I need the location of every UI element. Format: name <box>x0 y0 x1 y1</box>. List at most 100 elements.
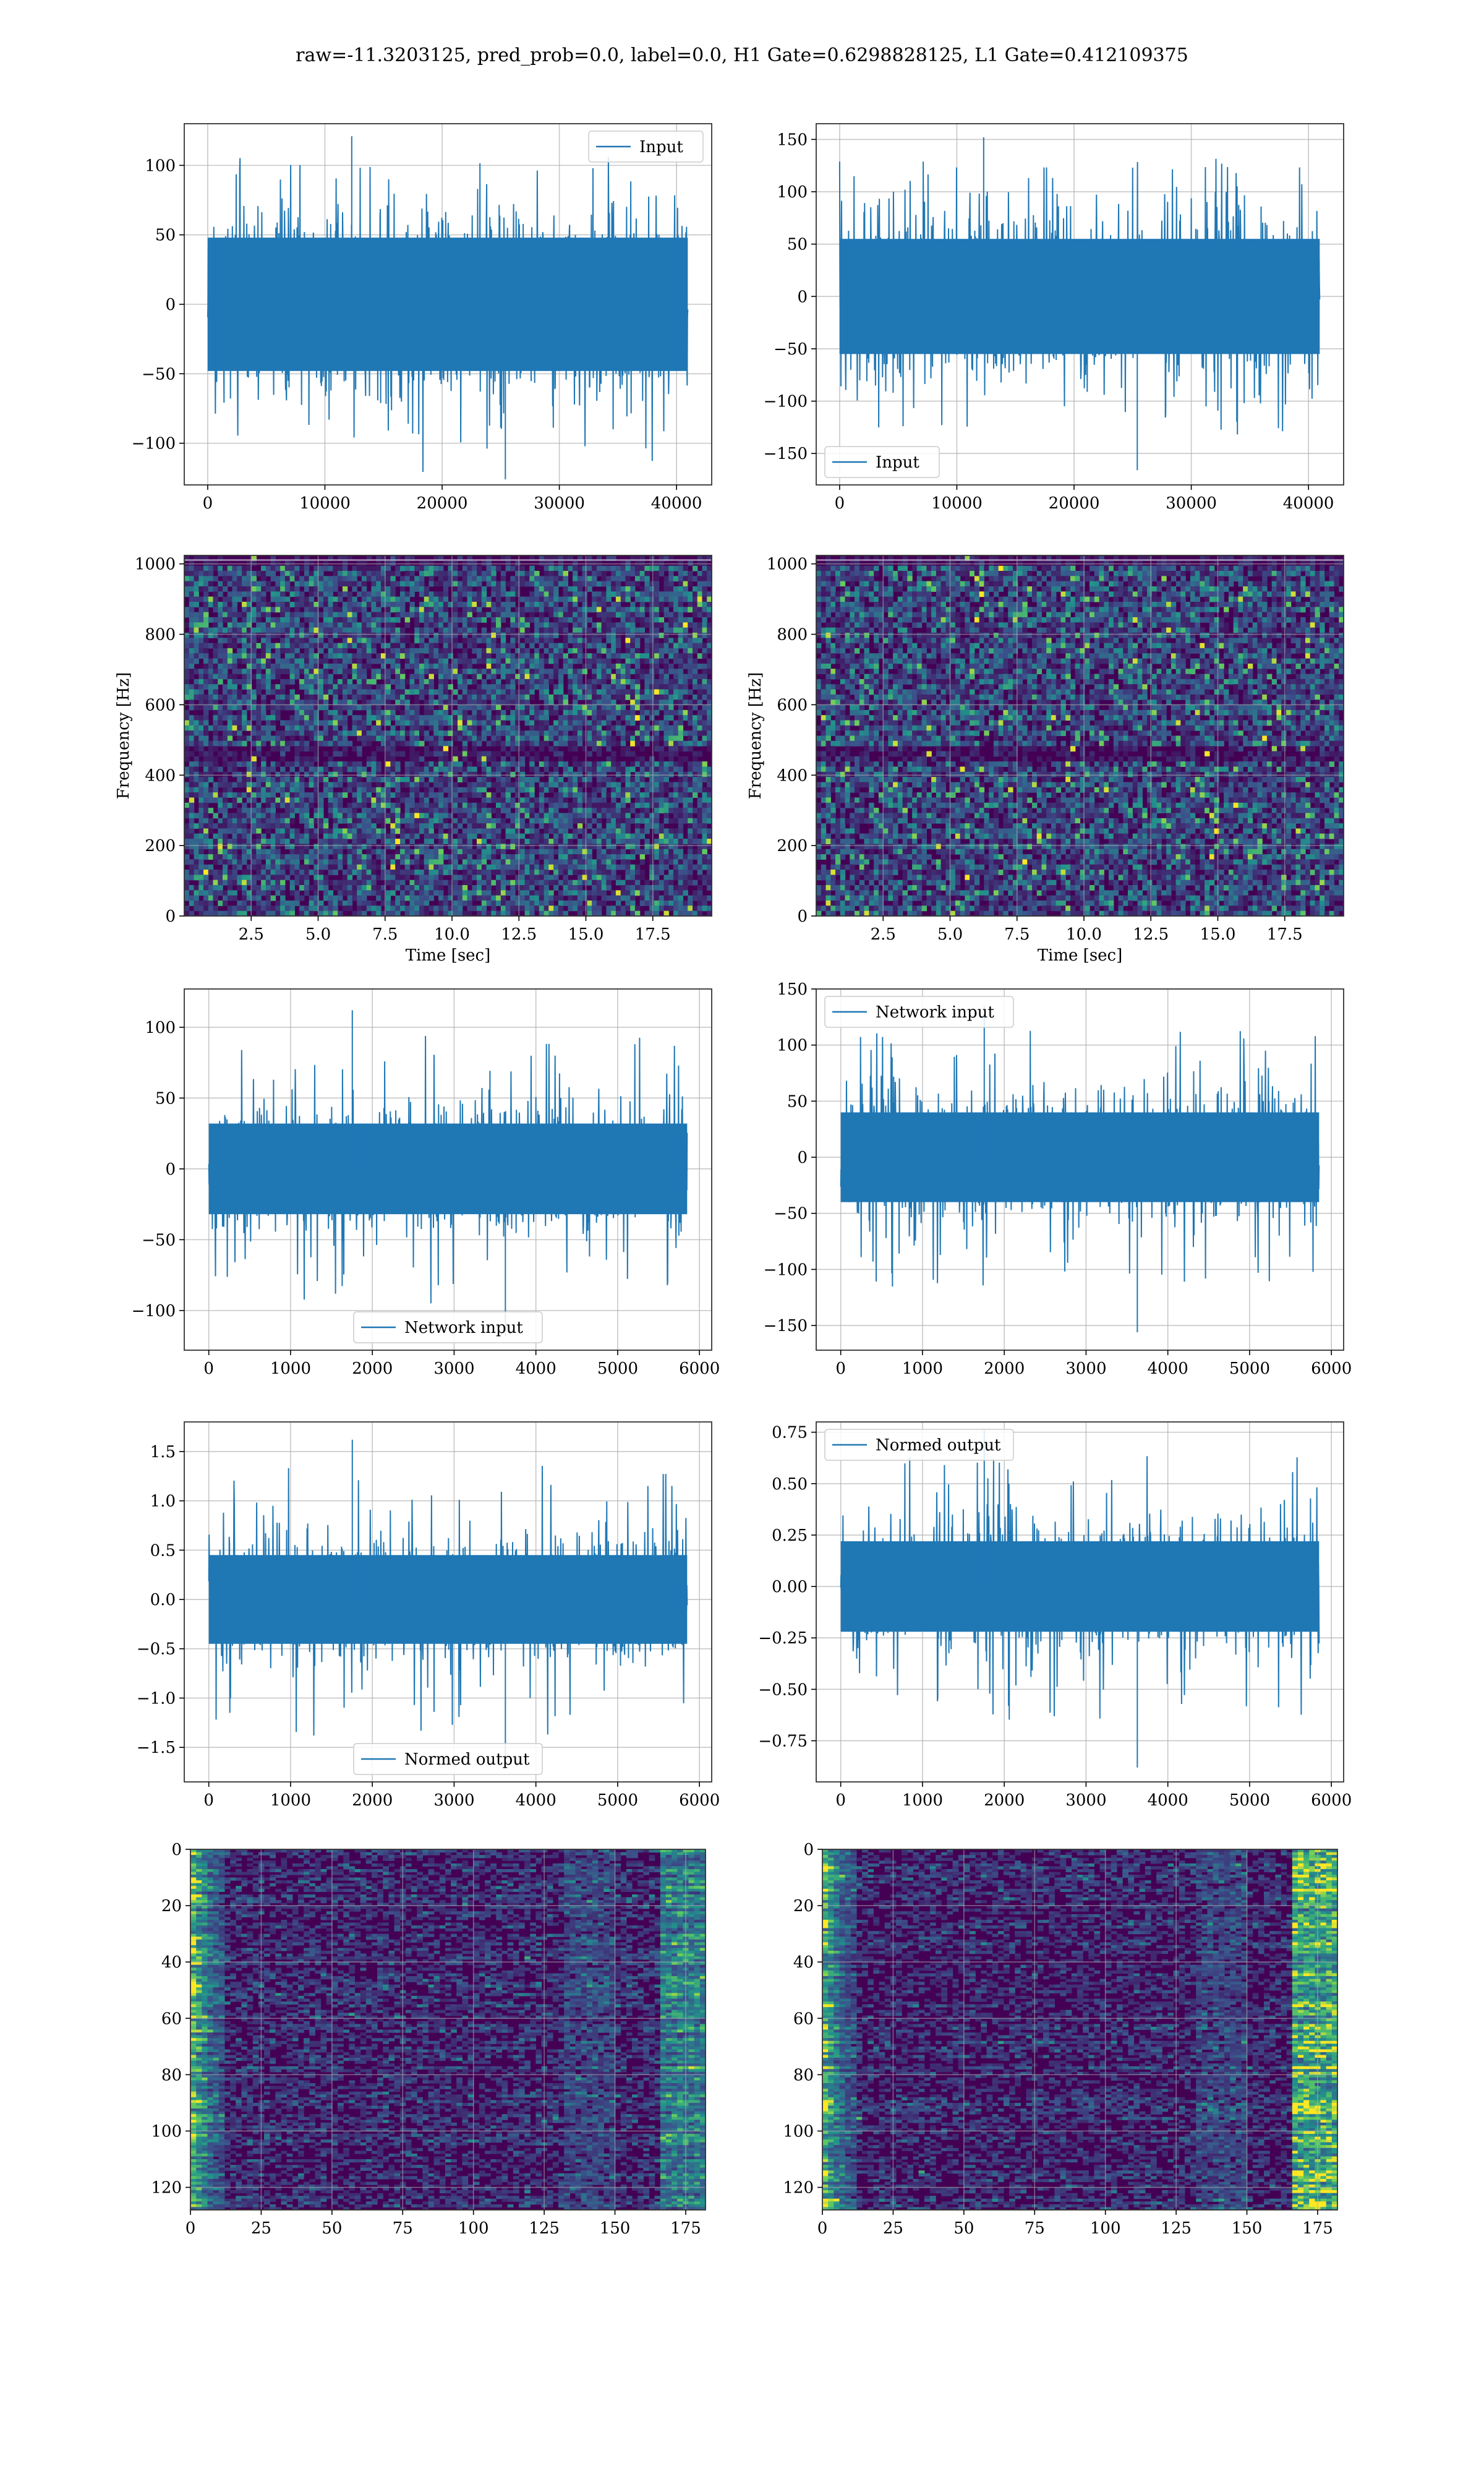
heatmap-cell <box>414 787 419 793</box>
heatmap-cell <box>252 581 257 587</box>
heatmap-cell <box>338 622 343 628</box>
heatmap-cell <box>410 890 415 896</box>
heatmap-cell <box>184 690 189 695</box>
heatmap-cell <box>304 756 309 762</box>
heatmap-cell <box>318 669 323 674</box>
heatmap-cell <box>463 792 467 798</box>
heatmap-cell <box>299 710 304 716</box>
heatmap-cell <box>213 813 218 818</box>
heatmap-cell <box>318 566 323 571</box>
heatmap-cell <box>367 828 372 834</box>
heatmap-cell <box>333 797 338 803</box>
heatmap-cell <box>410 772 415 777</box>
heatmap-cell <box>208 566 213 571</box>
heatmap-cell <box>419 808 424 813</box>
heatmap-cell <box>357 777 362 782</box>
heatmap-cell <box>453 896 458 901</box>
heatmap-cell <box>414 659 419 664</box>
heatmap-cell <box>242 849 247 855</box>
heatmap-cell <box>228 710 232 716</box>
heatmap-cell <box>343 633 348 638</box>
heatmap-cell <box>189 669 194 674</box>
heatmap-cell <box>271 597 276 602</box>
heatmap-cell <box>232 834 237 839</box>
heatmap-cell <box>237 586 242 592</box>
heatmap-cell <box>357 792 362 798</box>
heatmap-cell <box>309 767 314 773</box>
heatmap-cell <box>410 726 415 731</box>
heatmap-cell <box>198 653 203 659</box>
heatmap-cell <box>309 576 314 581</box>
heatmap-cell <box>213 844 218 849</box>
heatmap-cell <box>208 880 213 886</box>
heatmap-cell <box>294 638 299 643</box>
heatmap-cell <box>333 741 338 747</box>
heatmap-cell <box>371 602 376 607</box>
heatmap-cell <box>228 617 232 623</box>
heatmap-cell <box>424 782 429 788</box>
heatmap-cell <box>237 808 242 813</box>
heatmap-cell <box>371 803 376 808</box>
heatmap-cell <box>424 721 429 726</box>
heatmap-cell <box>328 792 333 798</box>
heatmap-cell <box>367 648 372 654</box>
heatmap-cell <box>223 818 228 824</box>
heatmap-cell <box>299 865 304 870</box>
heatmap-cell <box>309 797 314 803</box>
heatmap-cell <box>348 885 352 891</box>
heatmap-cell <box>294 726 299 731</box>
heatmap-cell <box>280 782 285 788</box>
heatmap-cell <box>429 803 434 808</box>
heatmap-cell <box>376 803 381 808</box>
heatmap-cell <box>223 607 228 612</box>
heatmap-cell <box>309 669 314 674</box>
heatmap-cell <box>367 741 372 747</box>
heatmap-cell <box>371 834 376 839</box>
heatmap-cell <box>414 896 419 901</box>
heatmap-cell <box>472 648 477 654</box>
heatmap-cell <box>405 854 410 860</box>
heatmap-cell <box>218 890 223 896</box>
heatmap-cell <box>433 597 438 602</box>
heatmap-cell <box>433 633 438 638</box>
heatmap-cell <box>203 756 208 762</box>
heatmap-cell <box>261 839 266 844</box>
heatmap-cell <box>299 808 304 813</box>
heatmap-cell <box>198 679 203 685</box>
heatmap-cell <box>419 896 424 901</box>
heatmap-cell <box>323 828 328 834</box>
heatmap-cell <box>443 684 448 690</box>
heatmap-cell <box>472 803 477 808</box>
heatmap-cell <box>299 566 304 571</box>
heatmap-cell <box>323 617 328 623</box>
heatmap-cell <box>194 849 199 855</box>
heatmap-cell <box>290 612 295 618</box>
heatmap-cell <box>252 782 257 788</box>
heatmap-cell <box>213 648 218 654</box>
heatmap-cell <box>343 818 348 824</box>
heatmap-cell <box>371 736 376 742</box>
heatmap-cell <box>414 828 419 834</box>
heatmap-cell <box>290 880 295 886</box>
heatmap-cell <box>213 721 218 726</box>
heatmap-cell <box>390 767 395 773</box>
heatmap-cell <box>280 659 285 664</box>
heatmap-cell <box>453 865 458 870</box>
heatmap-cell <box>290 622 295 628</box>
heatmap-cell <box>228 695 232 700</box>
heatmap-cell <box>419 659 424 664</box>
heatmap-cell <box>362 797 367 803</box>
heatmap-cell <box>405 849 410 855</box>
heatmap-cell <box>357 736 362 742</box>
heatmap-cell <box>405 560 410 566</box>
heatmap-cell <box>433 571 438 576</box>
heatmap-cell <box>285 628 290 633</box>
x-tick-label: 30000 <box>1166 494 1217 513</box>
heatmap-cell <box>348 591 352 597</box>
heatmap-cell <box>294 628 299 633</box>
heatmap-cell <box>309 653 314 659</box>
heatmap-cell <box>477 566 482 571</box>
heatmap-cell <box>309 684 314 690</box>
heatmap-cell <box>410 643 415 649</box>
heatmap-cell <box>198 705 203 711</box>
